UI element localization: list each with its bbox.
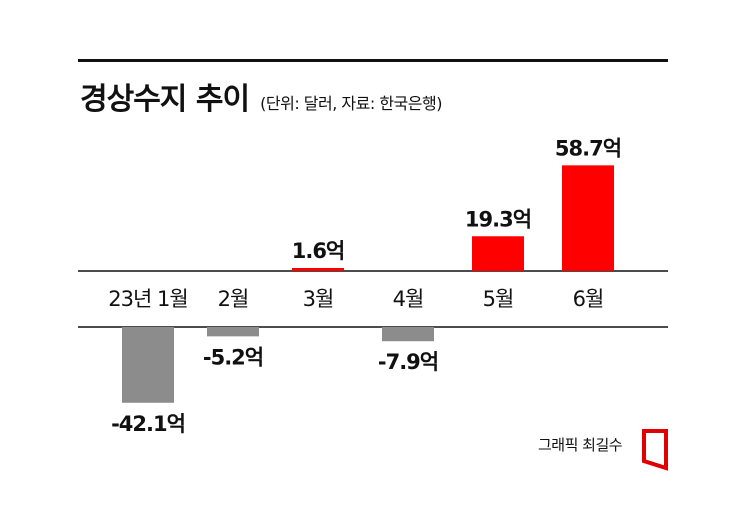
bar bbox=[472, 236, 524, 271]
data-label: -42.1억 bbox=[111, 412, 185, 436]
bar bbox=[382, 327, 434, 342]
category-label: 2월 bbox=[218, 287, 249, 311]
data-label: 1.6억 bbox=[292, 239, 345, 263]
category-label: 23년 1월 bbox=[108, 287, 187, 311]
title-row: 경상수지 추이 (단위: 달러, 자료: 한국은행) bbox=[80, 74, 442, 118]
bar bbox=[562, 165, 614, 271]
top-rule bbox=[78, 59, 668, 62]
data-label: 19.3억 bbox=[465, 207, 531, 231]
category-label: 4월 bbox=[393, 287, 424, 311]
chart-title: 경상수지 추이 bbox=[80, 82, 250, 117]
data-label: -7.9억 bbox=[378, 350, 438, 374]
bar bbox=[207, 327, 259, 337]
graphic-credit: 그래픽 최길수 bbox=[538, 436, 623, 454]
bar bbox=[122, 327, 174, 403]
data-label: -5.2억 bbox=[203, 345, 263, 369]
category-label: 6월 bbox=[573, 287, 604, 311]
chart-subtitle: (단위: 달러, 자료: 한국은행) bbox=[260, 94, 442, 113]
data-label: 58.7억 bbox=[555, 136, 621, 160]
bar bbox=[292, 268, 344, 271]
category-label: 5월 bbox=[483, 287, 514, 311]
publisher-logo-icon bbox=[642, 429, 668, 471]
category-label: 3월 bbox=[303, 287, 334, 311]
